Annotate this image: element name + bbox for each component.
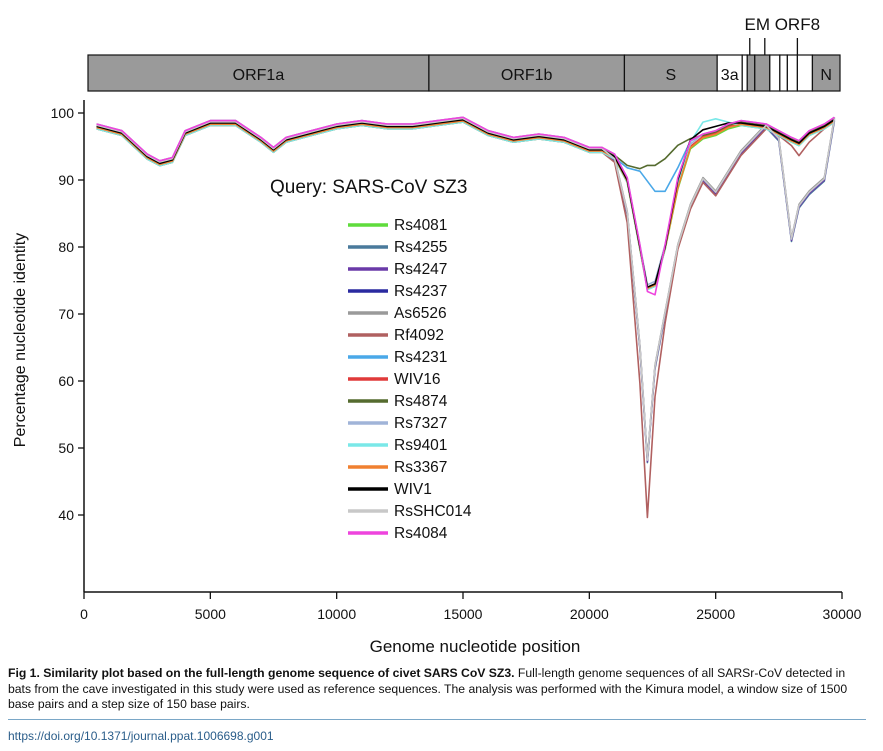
legend-label-rs7327: Rs7327 [394,415,447,432]
legend-label-rs4237: Rs4237 [394,283,447,300]
doi-link[interactable]: https://doi.org/10.1371/journal.ppat.100… [8,729,274,743]
callout-label-em: EM [745,15,771,34]
series-line-rs3367 [96,120,835,290]
series-line-rs4237 [96,117,836,461]
genome-segment-6 [754,54,771,92]
genome-segment-1 [428,54,626,92]
genome-label-n: N [820,67,832,84]
legend-label-wiv16: WIV16 [394,371,441,388]
x-tick-label-5000: 5000 [195,606,226,622]
series-line-rs4247 [96,118,836,463]
y-tick-label-40: 40 [58,507,74,523]
genome-label-orf1a: ORF1a [233,67,285,84]
series-line-as6526 [96,116,836,460]
series-line-rs9401 [96,118,835,291]
series-line-wiv16 [96,118,835,288]
series-line-rs4081 [96,121,835,291]
x-tick-label-20000: 20000 [570,606,609,622]
genome-label-3a: 3a [721,67,739,84]
x-tick-label-10000: 10000 [317,606,356,622]
y-tick-label-50: 50 [58,440,74,456]
genome-segment-2 [623,54,718,92]
x-tick-label-25000: 25000 [696,606,735,622]
query-label: Query: SARS-CoV SZ3 [270,177,467,198]
genome-segment-5 [746,54,756,92]
genome-segment-0 [87,54,430,92]
genome-segment-8 [779,54,788,92]
series-line-rs4255 [96,120,836,464]
legend-label-rs4084: Rs4084 [394,525,448,542]
series-lines [96,116,836,519]
legend-label-rf4092: Rf4092 [394,327,444,344]
genome-segment-10 [796,54,814,92]
legend-label-rs3367: Rs3367 [394,459,447,476]
similarity-plot: ORF1a ORF1b S 3a N EM ORF8 40 50 60 70 80 90 100 0 500… [12,15,862,656]
x-tick-label-30000: 30000 [823,606,862,622]
legend-label-rs4247: Rs4247 [394,261,447,278]
y-tick-label-90: 90 [58,172,74,188]
x-tick-label-15000: 15000 [444,606,483,622]
x-tick-label-0: 0 [80,606,88,622]
legend-label-rs4255: Rs4255 [394,239,447,256]
y-tick-label-70: 70 [58,306,74,322]
legend-label-wiv1: WIV1 [394,481,432,498]
plot-axes: 40 50 60 70 80 90 100 0 5000 10000 15000 20000 25000… [51,100,862,622]
series-line-rsshc014 [96,117,836,461]
genome-segment-7 [769,54,781,92]
genome-segment-11 [811,54,841,92]
caption-divider [8,719,866,720]
series-line-rs7327 [96,116,835,286]
genome-label-orf1b: ORF1b [501,67,553,84]
series-line-rs4084 [96,116,835,296]
legend-label-rs4874: Rs4874 [394,393,448,410]
genome-segment-9 [786,54,798,92]
series-line-wiv1 [96,118,835,288]
figure-caption: Fig 1. Similarity plot based on the full… [8,666,870,713]
y-tick-label-100: 100 [51,105,75,121]
y-tick-label-80: 80 [58,239,74,255]
y-tick-label-60: 60 [58,373,74,389]
genome-label-s: S [665,67,676,84]
legend-label-rsshc014: RsSHC014 [394,503,472,520]
legend-label-rs4231: Rs4231 [394,349,447,366]
legend-label-as6526: As6526 [394,305,447,322]
legend-label-rs9401: Rs9401 [394,437,447,454]
x-axis-label: Genome nucleotide position [370,637,581,656]
caption-lead: Fig 1. Similarity plot based on the full… [8,666,515,680]
genome-map: ORF1a ORF1b S 3a N EM ORF8 [87,15,841,92]
legend: Rs4081 Rs4255 Rs4247 Rs4237 As6526 Rf4092 Rs42… [348,217,472,542]
callout-label-orf8: ORF8 [775,15,820,34]
genome-segment-4 [741,54,748,92]
legend-label-rs4081: Rs4081 [394,217,447,234]
y-axis-label: Percentage nucleotide identity [12,233,29,447]
caption-body: Full-length genome sequences of all SARS… [8,666,848,711]
